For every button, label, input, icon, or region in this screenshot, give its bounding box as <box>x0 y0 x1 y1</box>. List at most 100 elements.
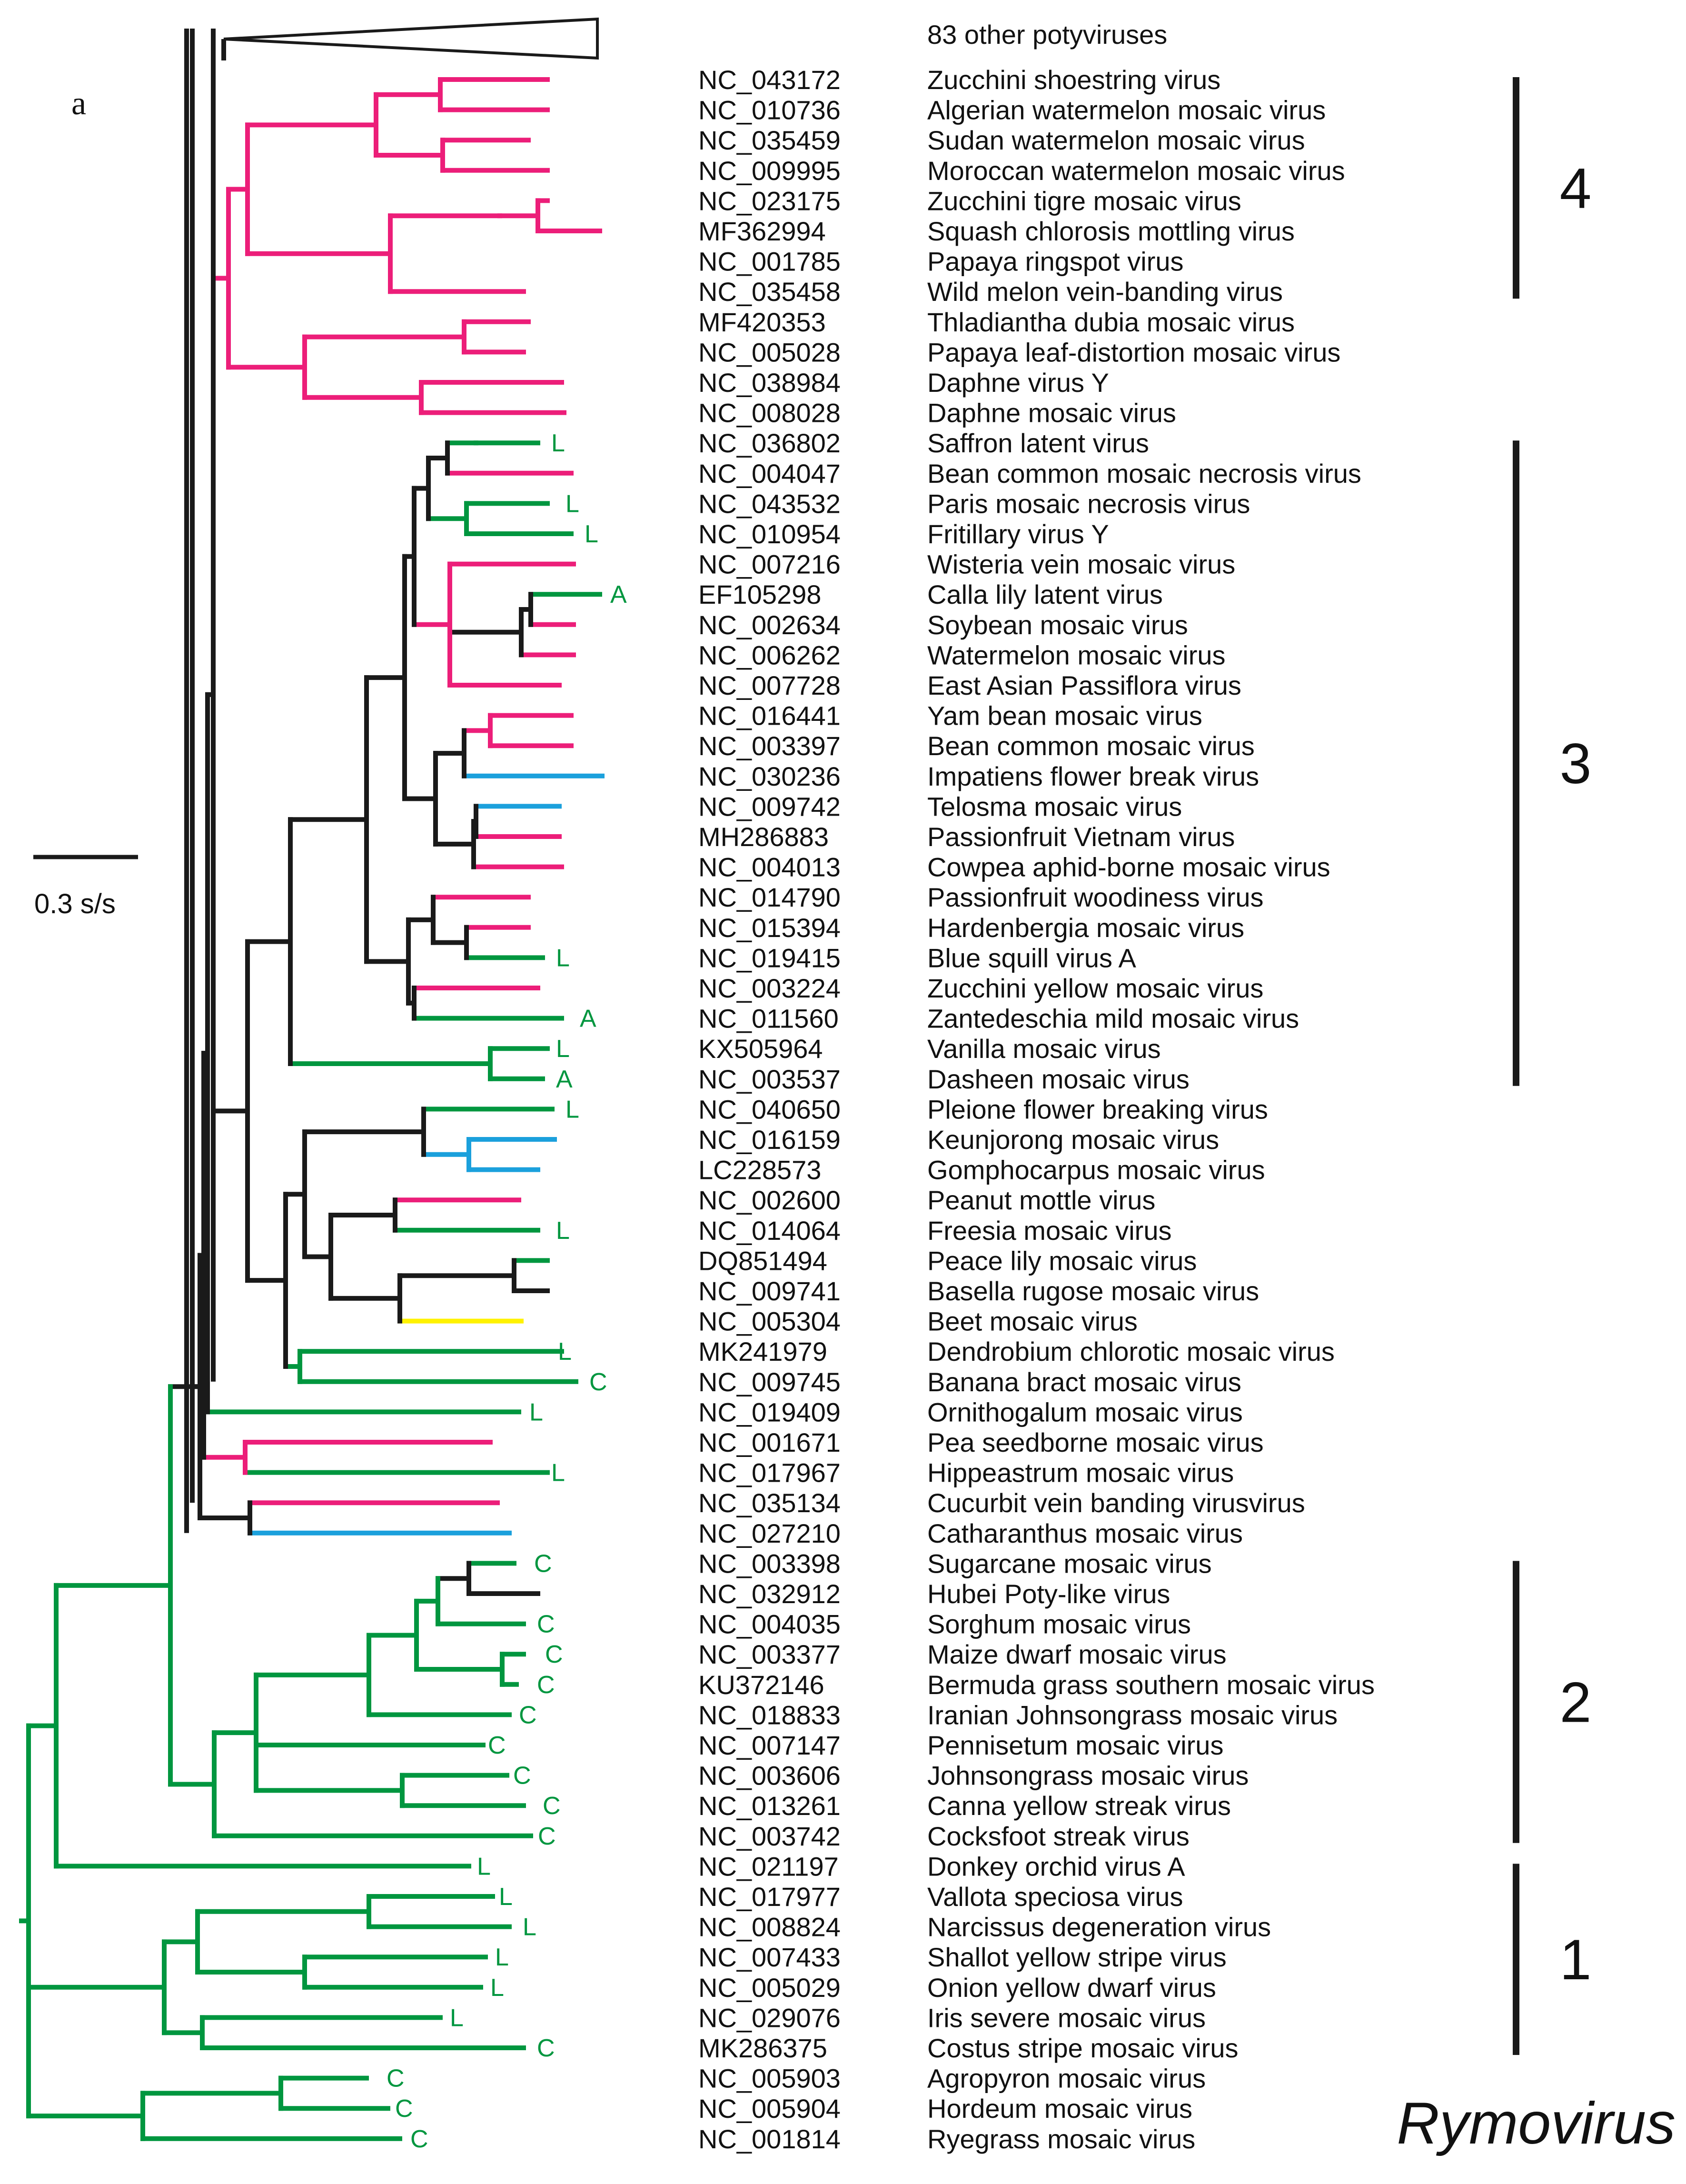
tip-virus-name: Yam bean mosaic virus <box>927 701 1202 731</box>
clade-number: 2 <box>1560 1671 1592 1735</box>
host-group-label: C <box>538 1823 556 1850</box>
tip-accession: NC_019415 <box>698 943 841 973</box>
tip-accession: NC_015394 <box>698 913 841 943</box>
tip-accession: NC_001671 <box>698 1427 841 1457</box>
tip-accession: NC_036802 <box>698 428 841 458</box>
tip-virus-name: Bermuda grass southern mosaic virus <box>927 1670 1375 1700</box>
host-group-label: A <box>580 1005 596 1033</box>
tip-accession: NC_005903 <box>698 2064 841 2094</box>
tip-virus-name: Costus stripe mosaic virus <box>927 2033 1239 2063</box>
tip-virus-name: Donkey orchid virus A <box>927 1851 1185 1881</box>
tip-accession: NC_017967 <box>698 1458 841 1488</box>
panel-label: a <box>71 85 86 122</box>
tip-virus-name: Onion yellow dwarf virus <box>927 1973 1216 2003</box>
tip-accession: NC_030236 <box>698 761 841 791</box>
tip-accession: NC_011560 <box>698 1004 839 1034</box>
tip-accession: NC_002634 <box>698 610 841 640</box>
host-group-label: L <box>565 1096 579 1123</box>
host-group-label: L <box>495 1944 509 1971</box>
tip-accession: NC_006262 <box>698 640 841 670</box>
host-group-label: C <box>589 1368 607 1396</box>
tip-accession: NC_016159 <box>698 1125 841 1155</box>
tip-labels: NC_043172 Zucchini shoestring virus NC_010… <box>698 65 1375 2154</box>
tip-virus-name: Ornithogalum mosaic virus <box>927 1397 1243 1427</box>
host-group-label: C <box>387 2065 405 2093</box>
tip-accession: NC_035458 <box>698 277 841 307</box>
host-group-label: L <box>585 520 598 548</box>
tip-virus-name: Watermelon mosaic virus <box>927 640 1226 670</box>
tip-accession: NC_003398 <box>698 1548 841 1578</box>
tip-virus-name: Cowpea aphid-borne mosaic virus <box>927 852 1330 882</box>
tip-virus-name: Passionfruit woodiness virus <box>927 882 1264 912</box>
tip-accession: NC_007433 <box>698 1942 841 1972</box>
tip-accession: NC_023175 <box>698 186 841 216</box>
tip-virus-name: Sorghum mosaic virus <box>927 1609 1191 1639</box>
tip-accession: NC_009995 <box>698 156 841 186</box>
host-group-label: C <box>543 1792 561 1820</box>
host-group-label: L <box>450 2004 464 2032</box>
tip-accession: NC_003224 <box>698 973 841 1003</box>
tip-virus-name: Blue squill virus A <box>927 943 1137 973</box>
tip-accession: NC_010736 <box>698 95 841 125</box>
tip-accession: NC_007216 <box>698 549 841 579</box>
tip-accession: NC_008028 <box>698 398 841 428</box>
clade-bars: 4 3 2 1 <box>1513 77 1592 2055</box>
tip-virus-name: Cucurbit vein banding virusvirus <box>927 1488 1305 1518</box>
tip-virus-name: Bean common mosaic necrosis virus <box>927 459 1361 489</box>
tip-virus-name: Paris mosaic necrosis virus <box>927 489 1250 519</box>
tip-accession: EF105298 <box>698 579 821 609</box>
clade-number: 4 <box>1560 157 1592 220</box>
collapsed-clade <box>221 17 599 60</box>
tip-accession: NC_005028 <box>698 337 841 367</box>
tip-accession: NC_003397 <box>698 731 841 761</box>
tip-accession: NC_035134 <box>698 1488 841 1518</box>
tip-virus-name: Banana bract mosaic virus <box>927 1367 1241 1397</box>
tip-virus-name: Iranian Johnsongrass mosaic virus <box>927 1700 1338 1730</box>
tip-virus-name: Passionfruit Vietnam virus <box>927 822 1235 852</box>
tip-virus-name: Peace lily mosaic virus <box>927 1246 1197 1276</box>
tip-accession: NC_001785 <box>698 247 841 277</box>
tip-virus-name: Zucchini tigre mosaic virus <box>927 186 1241 216</box>
host-group-label: C <box>488 1732 506 1759</box>
tip-virus-name: Hordeum mosaic virus <box>927 2094 1192 2124</box>
tip-virus-name: Thladiantha dubia mosaic virus <box>927 307 1295 337</box>
tip-virus-name: Maize dwarf mosaic virus <box>927 1639 1227 1669</box>
tip-virus-name: Dendrobium chlorotic mosaic virus <box>927 1336 1335 1366</box>
tip-accession: NC_032912 <box>698 1579 841 1609</box>
tip-virus-name: Wisteria vein mosaic virus <box>927 549 1235 579</box>
genus-label: Rymovirus <box>1397 2091 1676 2156</box>
tip-virus-name: Algerian watermelon mosaic virus <box>927 95 1326 125</box>
host-group-label: C <box>537 1671 555 1699</box>
tip-accession: NC_005304 <box>698 1306 841 1336</box>
tip-accession: MK286375 <box>698 2033 827 2063</box>
host-group-label: C <box>537 1611 555 1638</box>
tip-accession: NC_027210 <box>698 1518 841 1548</box>
tip-virus-name: Gomphocarpus mosaic virus <box>927 1155 1265 1185</box>
tip-virus-name: Pea seedborne mosaic virus <box>927 1427 1264 1457</box>
tip-virus-name: Calla lily latent virus <box>927 579 1163 609</box>
tip-accession: NC_018833 <box>698 1700 841 1730</box>
collapsed-clade-label: 83 other potyviruses <box>927 20 1167 50</box>
tip-accession: NC_014064 <box>698 1216 841 1246</box>
tip-virus-name: Beet mosaic virus <box>927 1306 1138 1336</box>
host-group-label: C <box>513 1762 531 1790</box>
tip-accession: NC_038984 <box>698 368 841 398</box>
host-group-label: C <box>537 2034 555 2062</box>
tip-accession: KU372146 <box>698 1670 824 1700</box>
tip-accession: NC_003606 <box>698 1761 841 1791</box>
host-group-label: C <box>545 1641 563 1668</box>
host-group-label: L <box>556 1035 570 1063</box>
tip-accession: NC_021197 <box>698 1851 839 1881</box>
tip-virus-name: Zucchini yellow mosaic virus <box>927 973 1263 1003</box>
collapsed-clade-triangle <box>223 17 599 60</box>
tip-virus-name: Sugarcane mosaic virus <box>927 1548 1212 1578</box>
tip-accession: NC_043172 <box>698 65 841 95</box>
tip-accession: NC_003377 <box>698 1639 841 1669</box>
clade-number: 3 <box>1560 732 1592 796</box>
tip-virus-name: Daphne virus Y <box>927 368 1109 398</box>
tip-virus-name: Peanut mottle virus <box>927 1185 1155 1215</box>
host-group-label: C <box>395 2095 413 2123</box>
tip-virus-name: Hardenbergia mosaic virus <box>927 913 1244 943</box>
tip-accession: NC_010954 <box>698 519 841 549</box>
tip-accession: NC_009741 <box>698 1276 841 1306</box>
